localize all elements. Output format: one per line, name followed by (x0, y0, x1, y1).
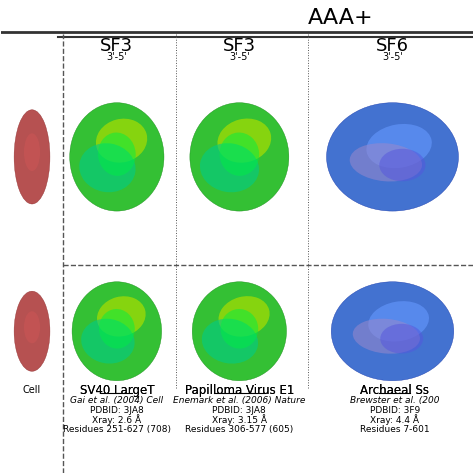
Ellipse shape (368, 301, 429, 342)
Ellipse shape (379, 149, 426, 181)
Ellipse shape (24, 133, 40, 171)
Text: Xray: 3.15 Å: Xray: 3.15 Å (212, 414, 267, 425)
Text: PDBID: 3JA8: PDBID: 3JA8 (90, 406, 144, 415)
Ellipse shape (218, 118, 271, 163)
Text: Xray: 2.6 Å: Xray: 2.6 Å (92, 414, 141, 425)
Text: Xray: 4.4 Å: Xray: 4.4 Å (370, 414, 419, 425)
Ellipse shape (202, 319, 258, 364)
Text: SV40 LargeT: SV40 LargeT (80, 383, 154, 397)
Ellipse shape (353, 319, 420, 354)
Ellipse shape (380, 324, 423, 354)
Ellipse shape (192, 282, 286, 381)
Text: AAA+: AAA+ (308, 8, 374, 28)
Ellipse shape (24, 311, 40, 343)
Text: Brewster et al. (200: Brewster et al. (200 (350, 396, 439, 405)
Ellipse shape (200, 143, 259, 192)
Ellipse shape (350, 143, 422, 182)
Ellipse shape (14, 291, 50, 371)
Text: Archaeal Ss: Archaeal Ss (360, 383, 429, 397)
Ellipse shape (14, 110, 50, 204)
Ellipse shape (190, 103, 289, 211)
Ellipse shape (327, 103, 458, 211)
Text: PDBID: 3JA8: PDBID: 3JA8 (212, 406, 266, 415)
Ellipse shape (96, 118, 147, 163)
Ellipse shape (99, 309, 135, 348)
Ellipse shape (72, 282, 162, 381)
Ellipse shape (366, 124, 432, 168)
Text: Gai et al. (2004) Cell: Gai et al. (2004) Cell (70, 396, 164, 405)
Ellipse shape (331, 282, 454, 381)
Ellipse shape (98, 133, 136, 176)
Text: SV40 LargeT: SV40 LargeT (80, 383, 154, 397)
Text: SF3: SF3 (100, 37, 133, 55)
Text: 3'-5': 3'-5' (106, 52, 128, 62)
Ellipse shape (220, 309, 258, 348)
Text: Residues 306-577 (605): Residues 306-577 (605) (185, 425, 293, 434)
Text: SF3: SF3 (223, 37, 256, 55)
Text: Residues 7-601: Residues 7-601 (360, 425, 429, 434)
Ellipse shape (219, 133, 259, 176)
Ellipse shape (70, 103, 164, 211)
Text: Enemark et al. (2006) Nature: Enemark et al. (2006) Nature (173, 396, 306, 405)
Text: PDBID: 3F9: PDBID: 3F9 (370, 406, 420, 415)
Text: Archaeal Ss: Archaeal Ss (360, 383, 429, 397)
Text: 3'-5': 3'-5' (382, 52, 403, 62)
Ellipse shape (79, 143, 136, 192)
Text: Cell: Cell (23, 385, 41, 395)
Ellipse shape (81, 319, 135, 364)
Text: Papilloma Virus E1: Papilloma Virus E1 (185, 383, 294, 397)
Text: 3'-5': 3'-5' (229, 52, 250, 62)
Text: Papilloma Virus E1: Papilloma Virus E1 (185, 383, 294, 397)
Ellipse shape (97, 296, 146, 337)
Ellipse shape (219, 296, 270, 337)
Text: SF6: SF6 (376, 37, 409, 55)
Text: Residues 251-627 (708): Residues 251-627 (708) (63, 425, 171, 434)
